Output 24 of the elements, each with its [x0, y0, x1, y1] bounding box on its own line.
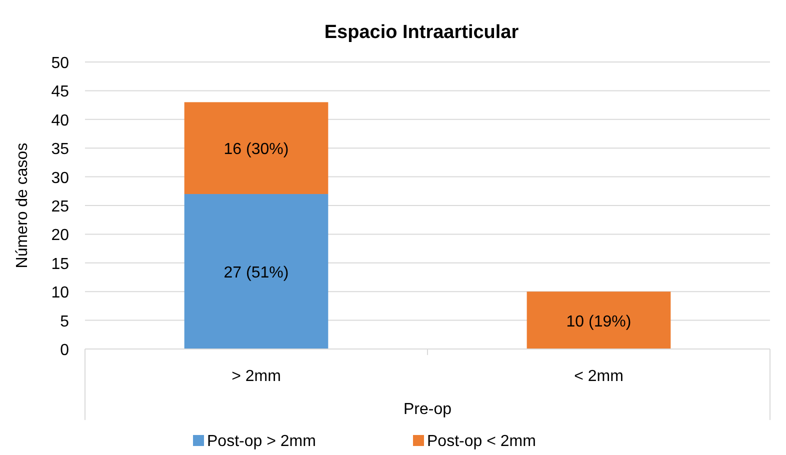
y-tick-label: 40 [51, 112, 70, 130]
bar [526, 292, 671, 349]
y-tick-label: 45 [51, 84, 70, 101]
data-label: 27 (51%) [224, 264, 289, 282]
y-tick-label: 35 [51, 141, 70, 158]
y-tick-label: 15 [51, 256, 70, 273]
y-tick-label: 30 [51, 170, 70, 187]
data-label: 16 (30%) [224, 141, 289, 158]
bar [184, 102, 328, 194]
y-tick-label: 0 [60, 342, 70, 359]
legend-label: Post-op < 2mm [427, 433, 536, 450]
bar [184, 194, 328, 349]
y-tick-label: 10 [51, 284, 70, 302]
y-tick-label: 20 [51, 227, 70, 244]
y-tick-label: 25 [51, 198, 70, 216]
y-tick-label: 5 [60, 313, 70, 330]
data-label: 10 (19%) [566, 313, 632, 330]
x-tick-label: > 2mm [232, 368, 281, 385]
legend-label: Post-op > 2mm [207, 433, 316, 450]
x-axis-title: Pre-op [403, 401, 452, 418]
y-axis-title: Número de casos [14, 142, 31, 268]
y-tick-label: 50 [51, 55, 70, 72]
chart-title: Espacio Intraarticular [324, 22, 520, 43]
x-tick-label: < 2mm [574, 368, 624, 385]
